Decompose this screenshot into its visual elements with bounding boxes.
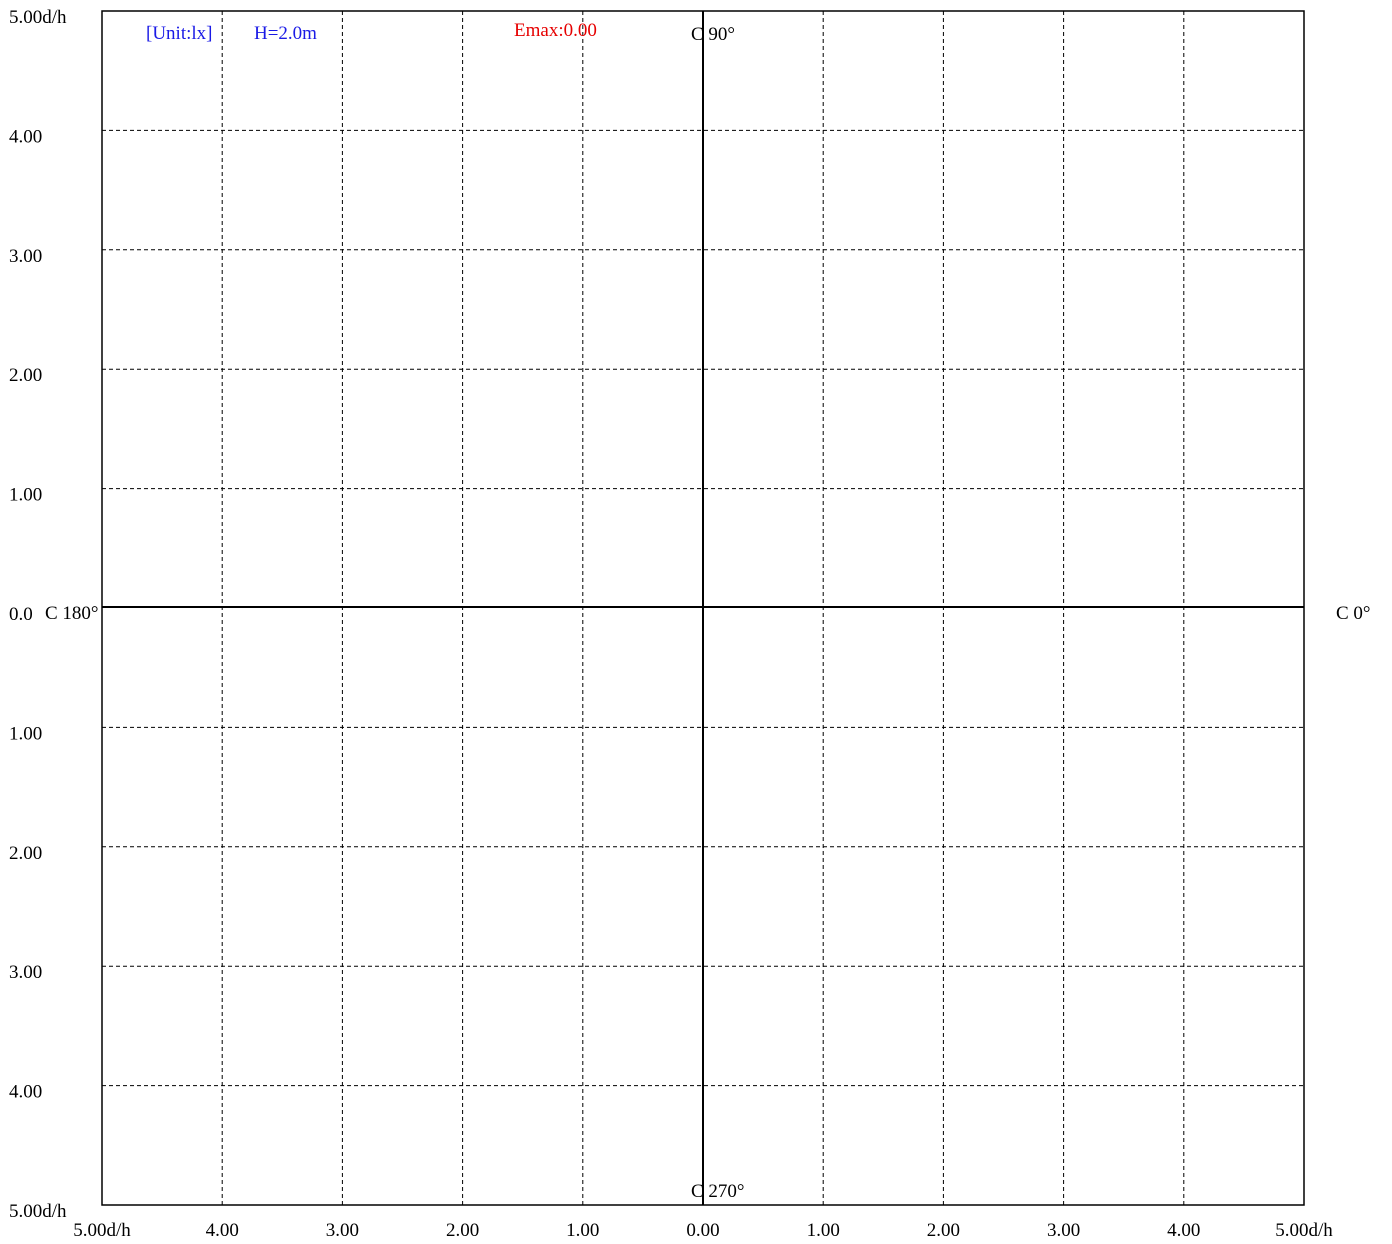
y-tick-labels: 5.00d/h 4.00 3.00 2.00 1.00 0.0 1.00 2.00 3.00 4.…	[9, 7, 67, 1222]
y-tick-label: 0.0	[9, 604, 33, 625]
x-tick-label: 3.00	[1047, 1220, 1080, 1241]
direction-label-left: C 180°	[45, 603, 99, 624]
x-tick-label: 2.00	[927, 1220, 960, 1241]
y-tick-label: 4.00	[9, 126, 42, 147]
x-tick-label: 4.00	[1167, 1220, 1200, 1241]
direction-label-right: C 0°	[1336, 603, 1371, 624]
y-tick-label: 5.00d/h	[9, 1201, 67, 1222]
x-tick-label: 4.00	[206, 1220, 239, 1241]
y-tick-label: 4.00	[9, 1082, 42, 1103]
x-tick-label: 5.00d/h	[73, 1220, 131, 1241]
x-tick-label: 2.00	[446, 1220, 479, 1241]
direction-label-bottom: C 270°	[691, 1181, 745, 1202]
emax-label: Emax:0.00	[514, 20, 597, 41]
y-tick-label: 3.00	[9, 962, 42, 983]
x-tick-label: 5.00d/h	[1275, 1220, 1333, 1241]
x-tick-label: 3.00	[326, 1220, 359, 1241]
y-tick-label: 5.00d/h	[9, 7, 67, 28]
x-tick-label: 1.00	[807, 1220, 840, 1241]
y-tick-label: 3.00	[9, 246, 42, 267]
x-tick-label: 0.00	[686, 1220, 719, 1241]
direction-label-top: C 90°	[691, 24, 735, 45]
unit-note: [Unit:lx]	[146, 23, 213, 44]
y-tick-label: 1.00	[9, 723, 42, 744]
x-tick-labels: 5.00d/h 4.00 3.00 2.00 1.00 0.00 1.00 2.00 3.00 4…	[73, 1220, 1333, 1241]
y-tick-label: 2.00	[9, 365, 42, 386]
height-note: H=2.0m	[254, 23, 317, 44]
x-tick-label: 1.00	[566, 1220, 599, 1241]
y-tick-label: 2.00	[9, 843, 42, 864]
y-tick-label: 1.00	[9, 485, 42, 506]
